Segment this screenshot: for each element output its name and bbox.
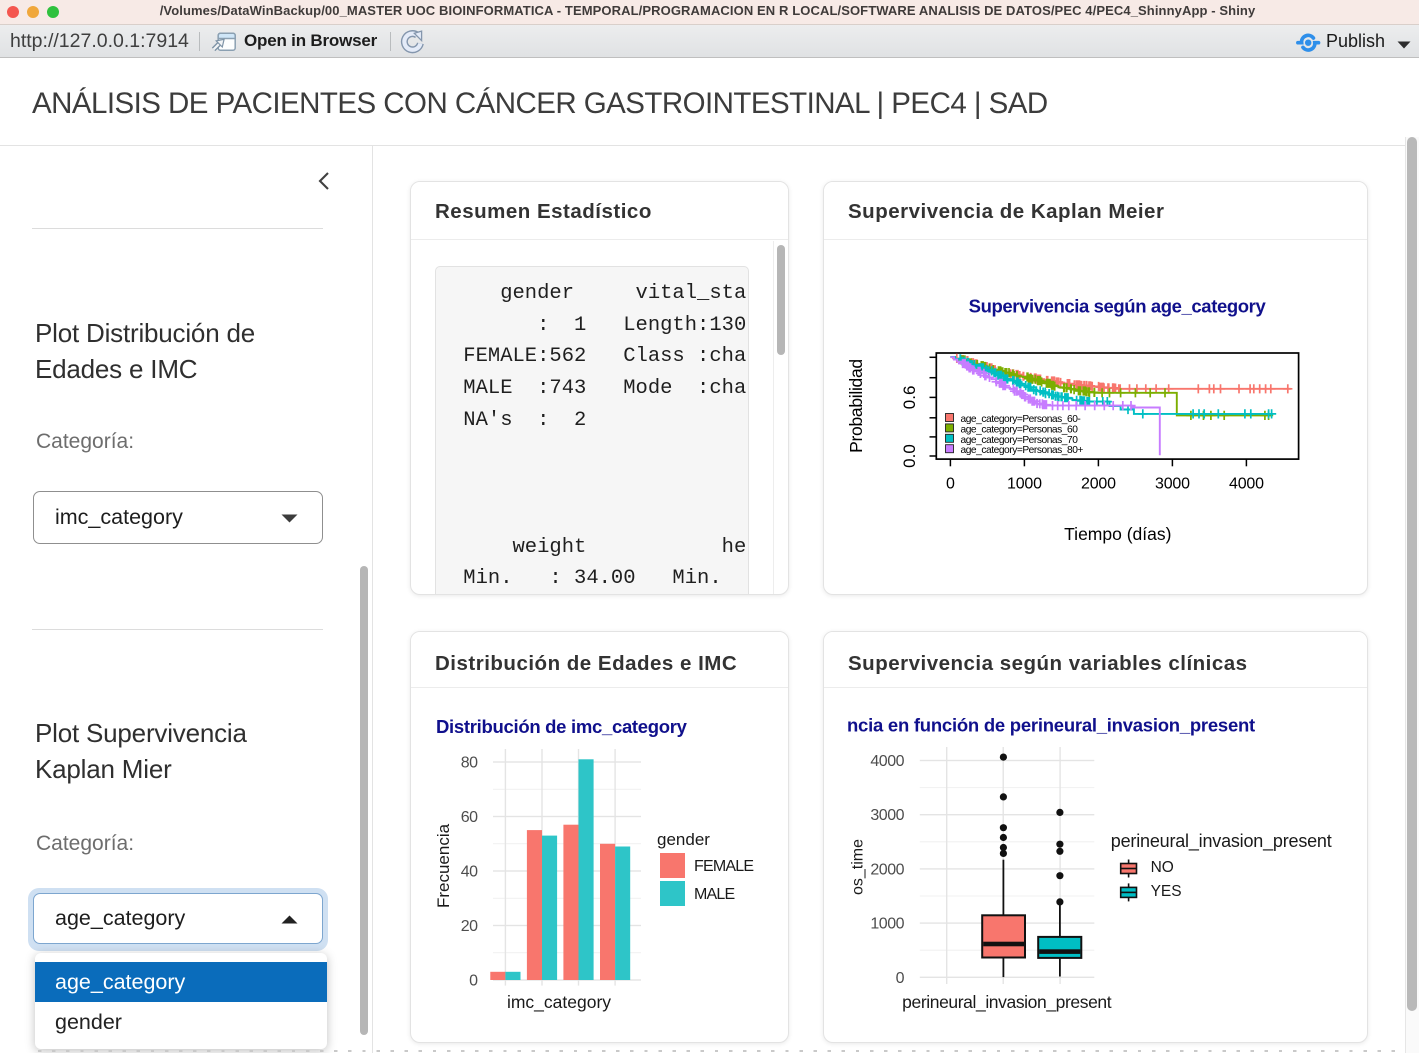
svg-text:40: 40: [461, 864, 478, 881]
svg-text:perineural_invasion_present: perineural_invasion_present: [902, 992, 1112, 1013]
svg-text:ncia en función de perineural_: ncia en función de perineural_invasion_p…: [847, 715, 1255, 736]
svg-text:MALE: MALE: [694, 886, 734, 903]
svg-text:Distribución de imc_category: Distribución de imc_category: [436, 716, 688, 737]
svg-text:4000: 4000: [870, 753, 904, 770]
svg-text:4000: 4000: [1229, 476, 1264, 493]
svg-text:3000: 3000: [870, 807, 904, 824]
svg-text:age_category=Personas_70: age_category=Personas_70: [961, 435, 1079, 446]
svg-text:NO: NO: [1151, 859, 1174, 876]
svg-text:20: 20: [461, 918, 478, 935]
svg-text:1000: 1000: [1007, 476, 1042, 493]
svg-text:80: 80: [461, 755, 478, 772]
svg-text:2000: 2000: [1081, 476, 1116, 493]
svg-text:imc_category: imc_category: [507, 992, 611, 1013]
svg-text:YES: YES: [1151, 883, 1182, 900]
svg-text:os_time: os_time: [850, 839, 867, 895]
svg-text:gender: gender: [657, 830, 710, 849]
svg-text:perineural_invasion_present: perineural_invasion_present: [1111, 831, 1332, 852]
svg-text:0: 0: [896, 970, 905, 987]
svg-text:age_category=Personas_60: age_category=Personas_60: [961, 424, 1079, 435]
svg-text:Probabilidad: Probabilidad: [846, 359, 866, 453]
svg-text:Tiempo (días): Tiempo (días): [1064, 524, 1171, 544]
svg-text:Frecuencia: Frecuencia: [434, 823, 453, 908]
svg-text:Supervivencia según age_catego: Supervivencia según age_category: [969, 296, 1267, 317]
svg-text:0.0: 0.0: [900, 444, 919, 468]
svg-text:0: 0: [469, 973, 478, 990]
svg-text:FEMALE: FEMALE: [694, 858, 753, 875]
svg-text:2000: 2000: [870, 861, 904, 878]
svg-text:60: 60: [461, 809, 478, 826]
svg-text:age_category=Personas_80+: age_category=Personas_80+: [961, 445, 1084, 456]
svg-text:3000: 3000: [1155, 476, 1190, 493]
svg-text:1000: 1000: [870, 916, 904, 933]
svg-text:0.6: 0.6: [900, 386, 919, 410]
svg-text:0: 0: [946, 476, 955, 493]
svg-text:age_category=Personas_60-: age_category=Personas_60-: [961, 414, 1081, 425]
